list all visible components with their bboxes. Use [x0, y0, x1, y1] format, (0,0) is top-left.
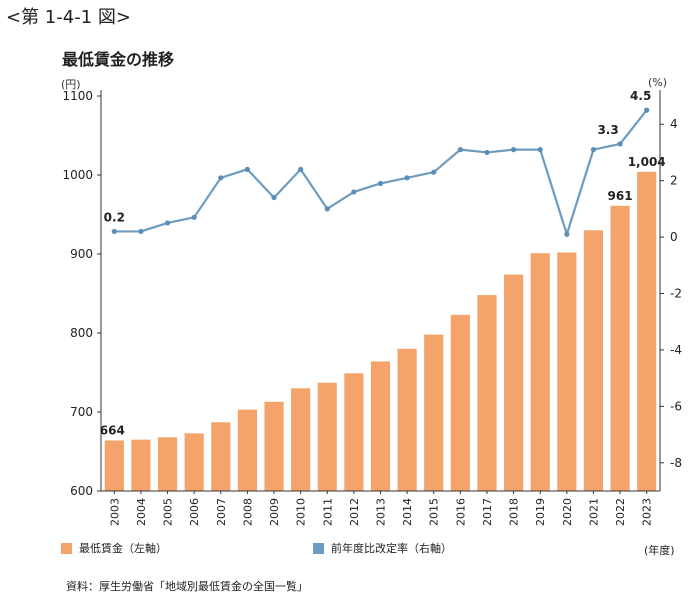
left-tick-label-700: 700: [70, 405, 93, 419]
bar-label-2022: 961: [608, 189, 633, 203]
bar-2014: [397, 348, 417, 491]
figure-label: <第 1-4-1 図>: [6, 7, 131, 28]
x-tick-label-2023: 2023: [641, 498, 654, 526]
right-tick-label--8: -8: [670, 456, 682, 470]
x-tick-label-2018: 2018: [508, 498, 521, 526]
line-point-2023: [644, 107, 650, 113]
line-point-2020: [564, 231, 570, 237]
bar-2020: [557, 252, 577, 491]
x-tick-label-2012: 2012: [348, 498, 361, 526]
left-tick-label-1100: 1100: [62, 89, 93, 103]
legend-label-bar: 最低賃金（左軸）: [79, 542, 167, 555]
line-point-2021: [590, 147, 597, 153]
line-point-2011: [324, 206, 330, 212]
bar-label-2023: 1,004: [628, 155, 666, 169]
x-tick-label-2011: 2011: [321, 498, 334, 526]
left-axis-unit: (円): [61, 78, 81, 91]
bar-2021: [583, 230, 604, 492]
left-tick-label-800: 800: [70, 326, 93, 340]
left-tick-label-600: 600: [70, 484, 93, 498]
bar-label-2003: 664: [100, 423, 125, 437]
line-label-2022: 3.3: [597, 123, 618, 137]
line-point-2015: [431, 169, 437, 175]
line-point-2019: [537, 147, 543, 153]
line-point-2013: [377, 180, 384, 187]
bar-2003: [104, 440, 124, 491]
right-tick-label-0: 0: [670, 230, 678, 244]
x-tick-label-2005: 2005: [162, 498, 175, 526]
line-point-2008: [244, 166, 250, 172]
line-point-2003: [111, 228, 117, 235]
x-tick-label-2008: 2008: [241, 498, 254, 526]
left-tick-label-1000: 1000: [62, 168, 93, 182]
x-tick-label-2013: 2013: [375, 498, 388, 526]
x-tick-label-2004: 2004: [135, 498, 148, 526]
bar-2010: [291, 388, 311, 491]
bar-2017: [477, 295, 497, 491]
bar-2022: [610, 205, 630, 491]
line-point-2005: [164, 220, 171, 226]
x-tick-label-2014: 2014: [401, 498, 414, 526]
right-tick-label--4: -4: [670, 343, 682, 357]
bar-2019: [530, 253, 550, 491]
bar-2008: [237, 409, 257, 491]
line-point-2017: [484, 149, 490, 156]
x-tick-label-2021: 2021: [588, 498, 601, 526]
bar-2007: [211, 422, 231, 491]
bar-2015: [424, 334, 444, 491]
x-tick-label-2009: 2009: [268, 498, 281, 526]
source-note: 資料：厚生労働省「地域別最低賃金の全国一覧」: [66, 580, 308, 593]
chart-title: 最低賃金の推移: [62, 50, 175, 69]
line-label-2003: 0.2: [104, 210, 125, 224]
x-tick-label-2003: 2003: [108, 498, 121, 526]
bar-2016: [450, 314, 470, 491]
right-tick-label--6: -6: [670, 399, 682, 413]
bar-2004: [131, 439, 151, 491]
legend-item-change-rate: 前年度比改定率（右軸）: [313, 540, 452, 556]
legend-swatch-bar: [61, 542, 72, 554]
bar-2006: [184, 433, 204, 491]
line-point-2022: [617, 141, 623, 147]
x-tick-label-2015: 2015: [428, 498, 441, 526]
line-point-2014: [404, 175, 410, 181]
right-axis-unit: (%): [648, 76, 668, 89]
line-point-2006: [191, 214, 197, 220]
x-tick-label-2017: 2017: [481, 498, 494, 526]
x-tick-label-2022: 2022: [614, 498, 627, 526]
line-point-2018: [510, 147, 517, 153]
left-tick-label-900: 900: [70, 247, 93, 261]
line-label-2023: 4.5: [630, 89, 651, 103]
bar-2012: [344, 373, 364, 491]
x-axis-unit: (年度): [644, 544, 675, 557]
right-tick-label-2: 2: [670, 174, 678, 188]
line-point-2012: [351, 189, 357, 195]
x-tick-label-2019: 2019: [534, 498, 547, 526]
x-tick-label-2016: 2016: [454, 498, 467, 526]
bar-2005: [157, 437, 178, 491]
x-tick-label-2007: 2007: [215, 498, 228, 526]
line-point-2007: [218, 175, 224, 181]
legend-item-min-wage: 最低賃金（左軸）: [61, 540, 167, 556]
legend-label-line: 前年度比改定率（右軸）: [331, 542, 452, 555]
line-point-2016: [457, 147, 463, 153]
bar-2013: [370, 361, 391, 491]
x-tick-label-2006: 2006: [188, 498, 201, 526]
bar-2023: [637, 171, 657, 491]
line-point-2010: [298, 166, 304, 172]
bar-2018: [504, 274, 524, 491]
line-point-2004: [138, 228, 144, 235]
x-tick-label-2020: 2020: [561, 498, 574, 526]
right-tick-label--2: -2: [670, 287, 682, 301]
x-tick-label-2010: 2010: [295, 498, 308, 526]
line-point-2009: [271, 194, 277, 201]
bar-2009: [264, 401, 284, 491]
bar-2011: [317, 382, 337, 491]
legend-swatch-line: [313, 542, 324, 554]
right-tick-label-4: 4: [670, 117, 678, 131]
